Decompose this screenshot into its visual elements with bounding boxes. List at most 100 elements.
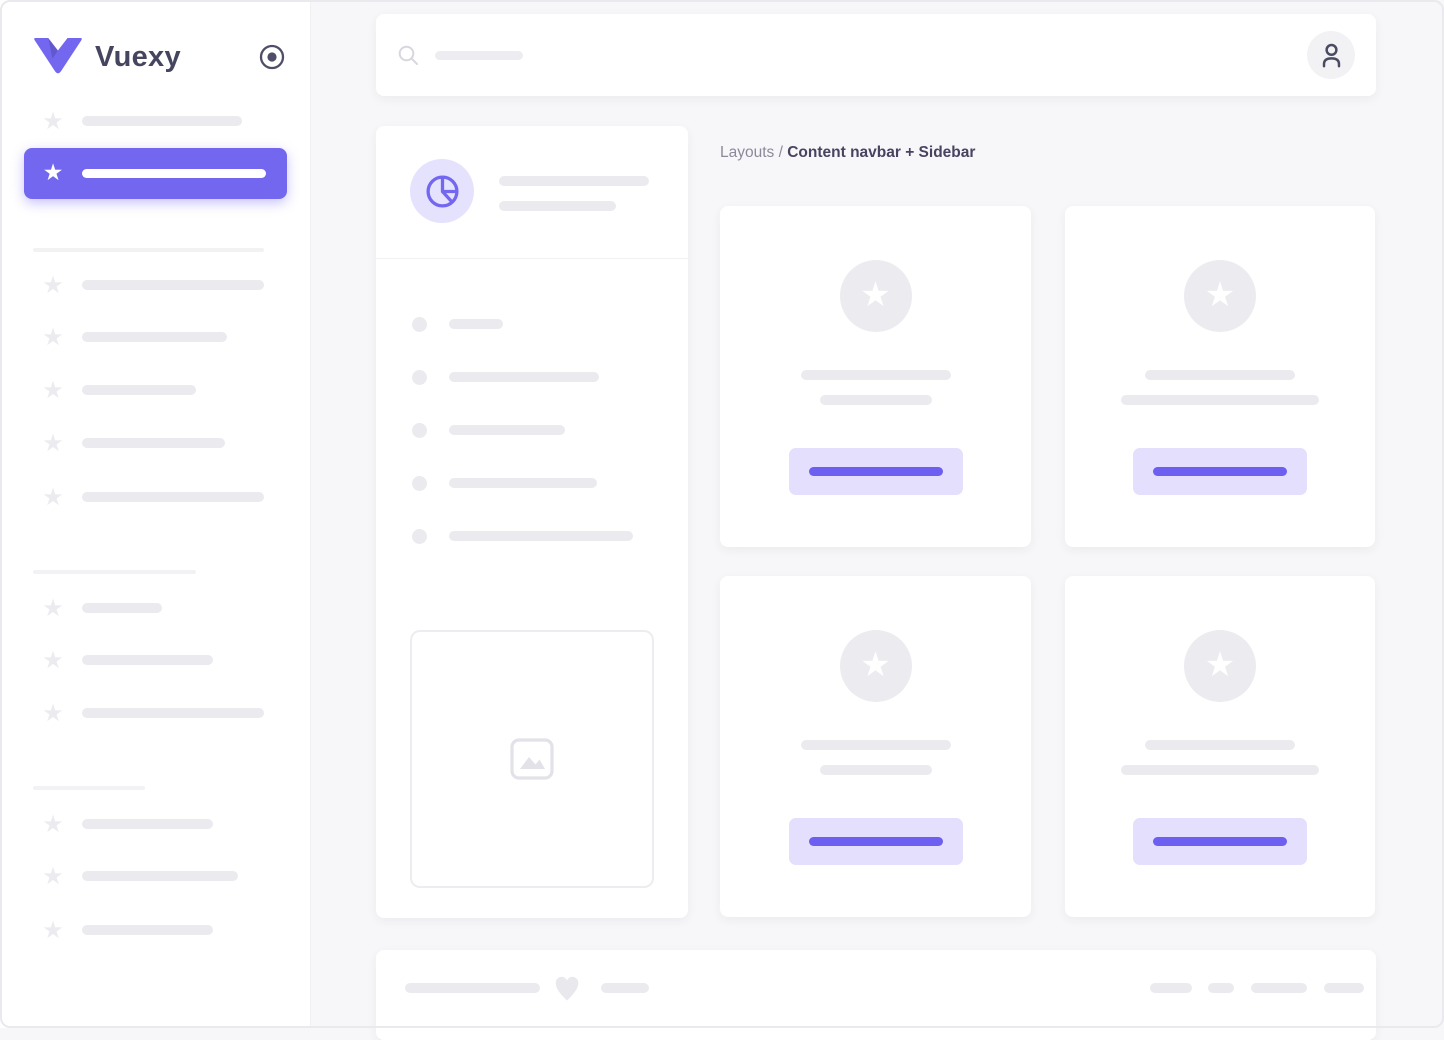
star-icon: ★ bbox=[860, 274, 891, 315]
list-item bbox=[412, 422, 565, 438]
skeleton-bar bbox=[449, 531, 633, 541]
star-icon: ★ bbox=[42, 376, 64, 404]
skeleton-bar bbox=[800, 370, 951, 380]
skeleton-bar bbox=[1251, 983, 1307, 993]
sidebar-item[interactable]: ★ bbox=[24, 370, 287, 410]
page-title: Content navbar + Sidebar bbox=[787, 144, 976, 161]
image-icon bbox=[510, 738, 554, 780]
bullet-dot bbox=[412, 528, 427, 544]
sidebar-item[interactable]: ★ bbox=[24, 477, 287, 517]
skeleton-bar bbox=[819, 395, 932, 405]
user-icon bbox=[1319, 42, 1344, 69]
bullet-dot bbox=[412, 316, 427, 332]
star-icon: ★ bbox=[42, 323, 64, 351]
pie-chart-badge bbox=[410, 159, 474, 223]
skeleton-bar bbox=[601, 983, 649, 993]
sidebar-section-divider bbox=[33, 786, 145, 790]
skeleton-bar bbox=[82, 280, 264, 290]
top-navbar bbox=[376, 14, 1376, 96]
skeleton-bar bbox=[1324, 983, 1364, 993]
skeleton-bar bbox=[82, 819, 213, 829]
star-badge: ★ bbox=[839, 260, 912, 332]
skeleton-bar bbox=[449, 372, 599, 382]
pin-toggle-icon[interactable] bbox=[258, 43, 286, 71]
star-badge: ★ bbox=[839, 630, 912, 702]
skeleton-bar bbox=[82, 438, 225, 448]
list-item bbox=[412, 475, 597, 491]
image-placeholder bbox=[410, 630, 654, 888]
button-label-bar bbox=[1153, 837, 1287, 846]
search-icon[interactable] bbox=[397, 44, 420, 67]
search-input[interactable] bbox=[397, 44, 523, 67]
skeleton-bar bbox=[1150, 983, 1192, 993]
button-placeholder[interactable] bbox=[788, 818, 963, 865]
star-icon: ★ bbox=[42, 916, 64, 944]
heart-icon bbox=[554, 973, 580, 1003]
skeleton-bar bbox=[82, 332, 227, 342]
feature-card: ★ bbox=[720, 576, 1031, 917]
skeleton-bar bbox=[1121, 765, 1319, 775]
sidebar-item[interactable]: ★ bbox=[24, 640, 287, 680]
skeleton-bar bbox=[82, 603, 162, 613]
skeleton-bar bbox=[449, 478, 597, 488]
breadcrumb-link[interactable]: Layouts bbox=[720, 144, 775, 161]
skeleton-bar bbox=[800, 740, 951, 750]
star-icon: ★ bbox=[42, 810, 64, 838]
user-avatar[interactable] bbox=[1307, 31, 1355, 79]
sidebar-item[interactable]: ★ bbox=[24, 588, 287, 628]
sidebar-item[interactable]: ★ bbox=[24, 693, 287, 733]
star-icon: ★ bbox=[1204, 274, 1236, 315]
bullet-dot bbox=[412, 369, 427, 385]
button-label-bar bbox=[808, 837, 943, 846]
star-icon: ★ bbox=[860, 644, 891, 685]
button-label-bar bbox=[1153, 467, 1287, 476]
skeleton-bar bbox=[405, 983, 540, 993]
star-badge: ★ bbox=[1184, 260, 1256, 332]
sidebar-item[interactable]: ★ bbox=[24, 423, 287, 463]
sidebar-item-active[interactable]: ★ bbox=[24, 148, 287, 199]
feature-card: ★ bbox=[720, 206, 1031, 547]
star-icon: ★ bbox=[42, 862, 64, 890]
skeleton-bar bbox=[499, 201, 616, 211]
skeleton-bar bbox=[1145, 370, 1295, 380]
info-card-header bbox=[376, 126, 688, 259]
button-placeholder[interactable] bbox=[1133, 818, 1307, 865]
skeleton-bar bbox=[82, 492, 264, 502]
sidebar-section-divider bbox=[33, 248, 264, 252]
skeleton-bar bbox=[82, 385, 196, 395]
info-card-list bbox=[376, 126, 688, 918]
star-icon: ★ bbox=[1204, 644, 1236, 685]
skeleton-bar bbox=[1121, 395, 1319, 405]
list-item bbox=[412, 316, 503, 332]
sidebar-item[interactable]: ★ bbox=[24, 101, 287, 141]
skeleton-bar bbox=[82, 169, 266, 178]
sidebar-item[interactable]: ★ bbox=[24, 804, 287, 844]
brand-title: Vuexy bbox=[95, 40, 181, 73]
skeleton-bar bbox=[82, 708, 264, 718]
star-icon: ★ bbox=[42, 699, 64, 727]
skeleton-bar bbox=[82, 925, 213, 935]
sidebar-item[interactable]: ★ bbox=[24, 910, 287, 950]
list-item bbox=[412, 369, 599, 385]
feature-card: ★ bbox=[1065, 206, 1375, 547]
star-icon: ★ bbox=[42, 594, 64, 622]
feature-card: ★ bbox=[1065, 576, 1375, 917]
vuexy-logo-icon bbox=[33, 37, 83, 78]
card-grid: ★ ★ ★ ★ bbox=[720, 206, 1375, 917]
button-label-bar bbox=[808, 467, 943, 476]
button-placeholder[interactable] bbox=[1133, 448, 1307, 495]
sidebar-item[interactable]: ★ bbox=[24, 317, 287, 357]
star-icon: ★ bbox=[42, 429, 64, 457]
star-icon: ★ bbox=[42, 483, 64, 511]
skeleton-bar bbox=[1208, 983, 1234, 993]
info-card bbox=[376, 126, 688, 918]
star-icon: ★ bbox=[42, 646, 64, 674]
breadcrumb-separator: / bbox=[774, 144, 788, 161]
sidebar-item[interactable]: ★ bbox=[24, 856, 287, 896]
skeleton-bar bbox=[82, 116, 242, 126]
sidebar-item[interactable]: ★ bbox=[24, 265, 287, 305]
skeleton-bar bbox=[449, 425, 565, 435]
sidebar-header: Vuexy bbox=[33, 33, 286, 81]
button-placeholder[interactable] bbox=[788, 448, 963, 495]
skeleton-bar bbox=[499, 176, 649, 186]
